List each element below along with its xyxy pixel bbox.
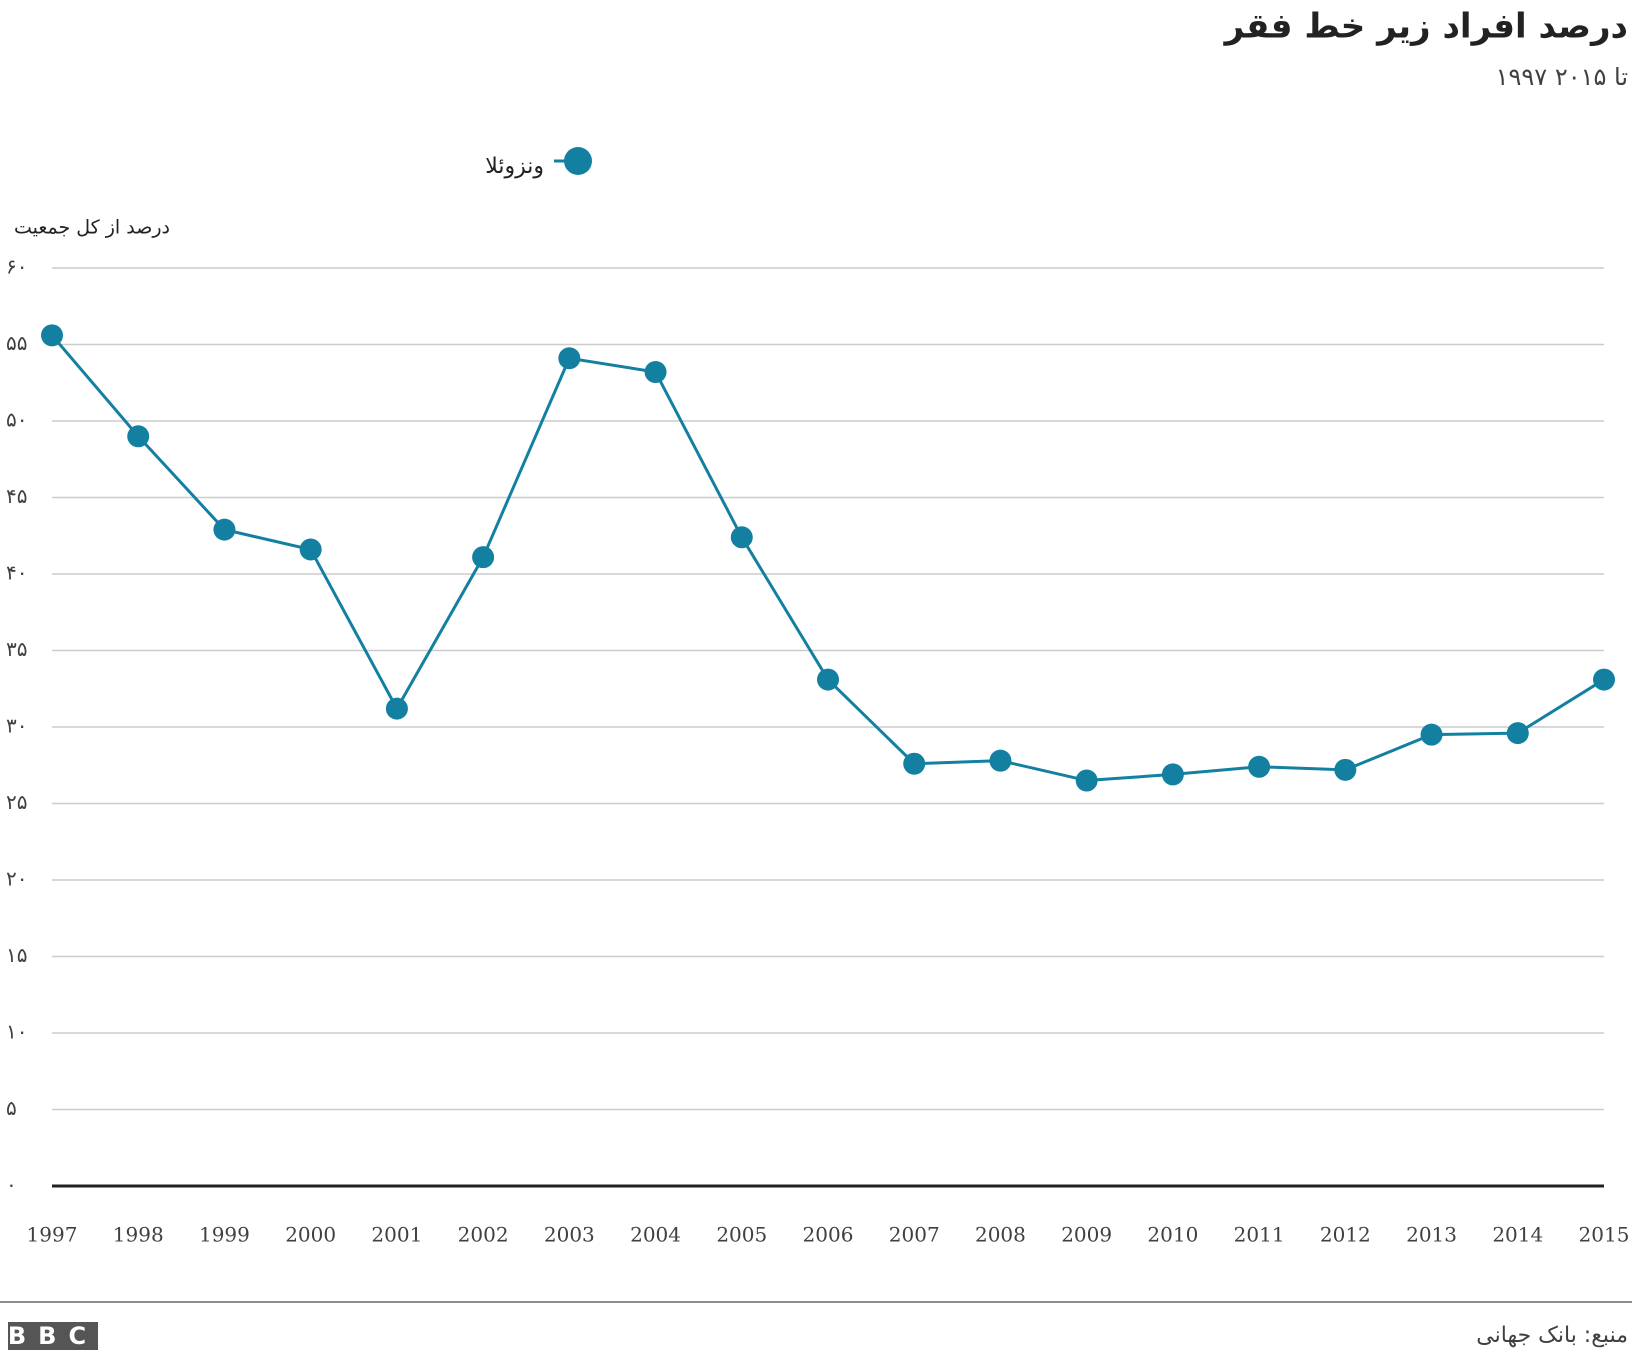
y-tick-label: ۱۵ [6, 943, 27, 967]
point [472, 546, 495, 569]
y-tick-label: ۳۰ [6, 714, 27, 738]
line [50, 334, 1605, 783]
x-tick-label: 2003 [544, 1223, 595, 1247]
x-tick-label: 2008 [975, 1223, 1026, 1247]
y-tick-label: ۲۰ [6, 867, 27, 891]
y-tick-label: ۵ [6, 1096, 17, 1120]
x-tick-label: 1999 [199, 1223, 250, 1247]
point [1248, 755, 1271, 778]
x-tick-label: 2005 [716, 1223, 767, 1247]
point [1420, 723, 1443, 746]
x-tick-label: 1997 [27, 1223, 78, 1247]
y-tick-label: ۰ [6, 1173, 17, 1197]
point [1161, 763, 1184, 786]
point [1506, 722, 1529, 745]
x-tick-label: 2010 [1147, 1223, 1198, 1247]
point [1334, 758, 1357, 781]
x-tick-label: 2002 [458, 1223, 509, 1247]
point [385, 697, 408, 720]
x-tick-label: 2011 [1234, 1223, 1285, 1247]
y-tick-label: ۵۵ [6, 331, 27, 355]
chart-subtitle: ۱۹۹۷ تا ۲۰۱۵ [1496, 63, 1628, 91]
logo: BBC [8, 1322, 98, 1350]
x-tick-label: 2004 [630, 1223, 681, 1247]
point [817, 668, 839, 691]
x-tick-label: 2006 [803, 1223, 854, 1247]
point [1075, 769, 1098, 792]
y-tick-label: ۴۵ [6, 484, 27, 508]
legend-marker [564, 147, 592, 175]
y-tick-label: ۱۰ [6, 1020, 27, 1044]
point [730, 526, 753, 549]
y-axis-label: درصد از کل جمعیت [14, 217, 170, 239]
point [558, 347, 581, 370]
x-tick-label: 2007 [889, 1223, 940, 1247]
point [989, 749, 1012, 772]
point [1593, 668, 1615, 691]
point [644, 361, 667, 384]
x-tick-label: 2001 [371, 1223, 422, 1247]
y-tick-label: ۵۰ [6, 408, 27, 432]
x-tick-label: 2009 [1061, 1223, 1112, 1247]
point [299, 538, 322, 561]
source: منبع: بانک جهانی [1476, 1323, 1628, 1348]
legend-label: ونزوئلا [485, 154, 544, 179]
y-tick-label: ۲۵ [6, 790, 27, 814]
y-tick-label: ۴۰ [6, 561, 27, 585]
x-tick-label: 1998 [113, 1223, 164, 1247]
logo-bg [8, 1322, 98, 1350]
point [127, 425, 150, 448]
x-tick-label: 2012 [1320, 1223, 1371, 1247]
x-tick-label: 2015 [1579, 1223, 1630, 1247]
x-tick-label: 2014 [1492, 1223, 1543, 1247]
chart-title: درصد افراد زیر خط فقر [1223, 7, 1628, 47]
x-tick-label: 2013 [1406, 1223, 1457, 1247]
y-tick-label: ۶۰ [6, 255, 27, 279]
point [903, 752, 926, 775]
y-tick-label: ۳۵ [6, 637, 27, 661]
point [41, 324, 63, 347]
point [213, 518, 236, 541]
x-tick-label: 2000 [285, 1223, 336, 1247]
